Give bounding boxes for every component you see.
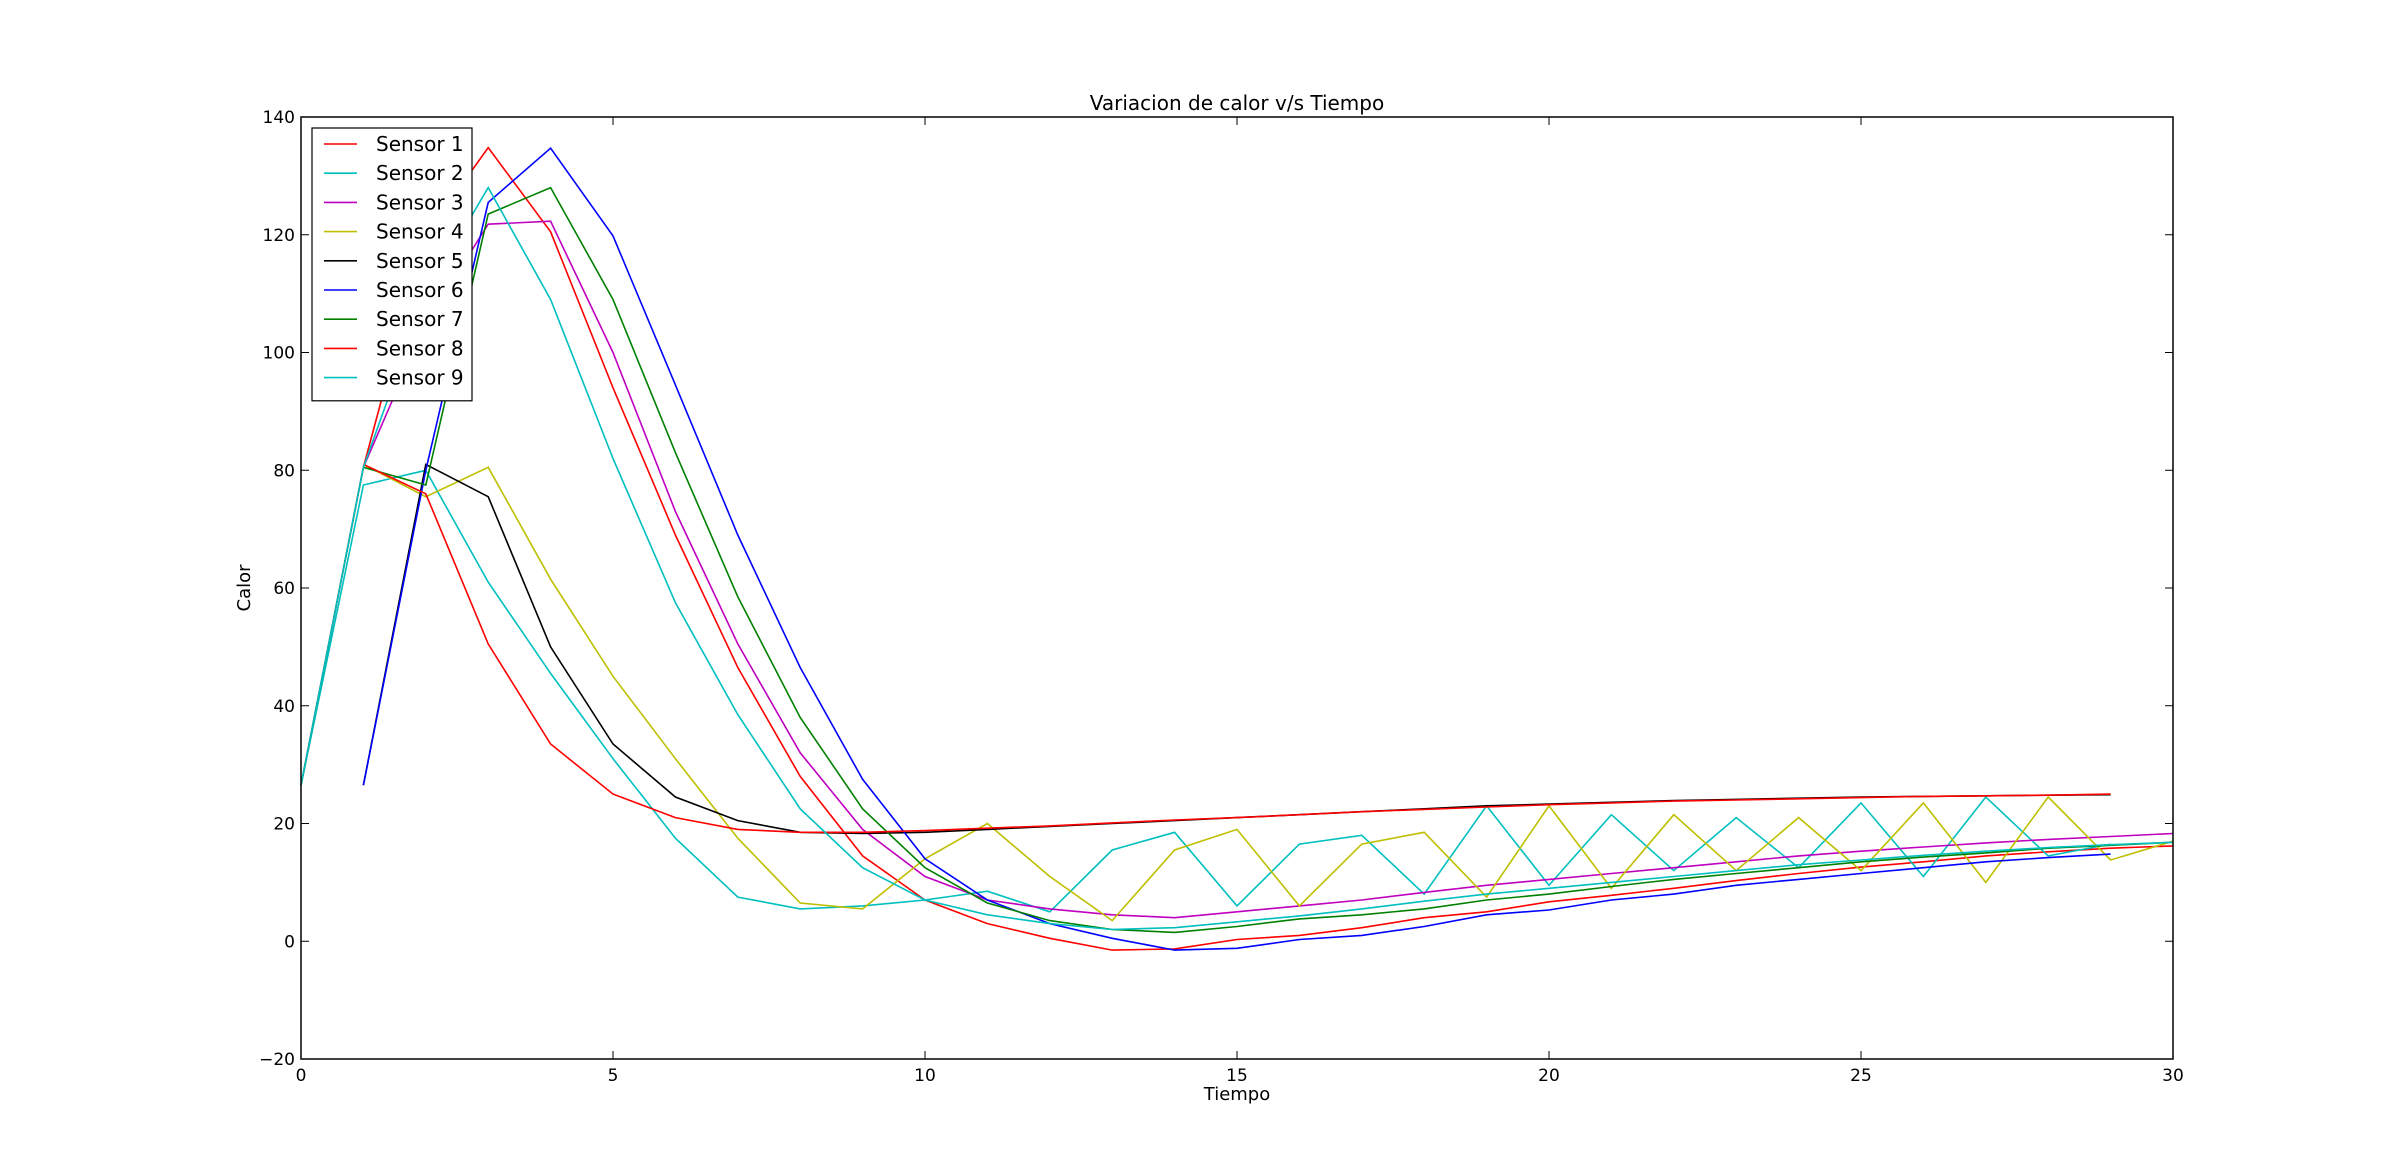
y-tick-label: 0 (284, 932, 295, 952)
legend: Sensor 1 Sensor 2 Sensor 3 Sensor 4 Sensor 5… (311, 127, 473, 402)
y-tick-label: 100 (263, 344, 295, 364)
legend-label: Sensor 4 (376, 220, 464, 244)
legend-label: Sensor 2 (376, 161, 464, 185)
y-tick-label: 80 (273, 461, 295, 481)
legend-label: Sensor 1 (376, 132, 464, 156)
x-tick-label: 20 (1538, 1066, 1560, 1086)
y-tick-label: −20 (259, 1050, 295, 1070)
legend-label: Sensor 6 (376, 278, 464, 302)
legend-label: Sensor 8 (376, 336, 464, 360)
x-tick-label: 15 (1226, 1066, 1248, 1086)
chart-title: Variacion de calor v/s Tiempo (1090, 91, 1384, 115)
series-layer (300, 146, 2174, 951)
series-line-3 (300, 220, 2174, 919)
x-axis-label: Tiempo (1203, 1084, 1271, 1105)
x-tick-label: 25 (1850, 1066, 1872, 1086)
series-line-7 (300, 186, 2174, 934)
y-tick-label: 40 (273, 697, 295, 717)
x-tick-label: 0 (296, 1066, 307, 1086)
x-tick-label: 30 (2162, 1066, 2184, 1086)
plot-frame (300, 116, 2174, 1060)
legend-label: Sensor 7 (376, 307, 464, 331)
x-tick-label: 5 (608, 1066, 619, 1086)
legend-label: Sensor 3 (376, 190, 464, 214)
y-axis-label: Calor (234, 564, 255, 612)
y-tick-label: 120 (263, 226, 295, 246)
y-tick-label: 60 (273, 579, 295, 599)
legend-label: Sensor 9 (376, 366, 464, 390)
legend-label: Sensor 5 (376, 249, 464, 273)
series-line-2 (300, 469, 2111, 913)
y-tick-label: 140 (263, 108, 295, 128)
series-line-8 (363, 463, 2111, 834)
series-line-9 (300, 185, 2174, 931)
series-line-1 (300, 146, 2174, 951)
y-tick-label: 20 (273, 815, 295, 835)
series-line-6 (362, 147, 2111, 951)
x-tick-label: 10 (914, 1066, 936, 1086)
